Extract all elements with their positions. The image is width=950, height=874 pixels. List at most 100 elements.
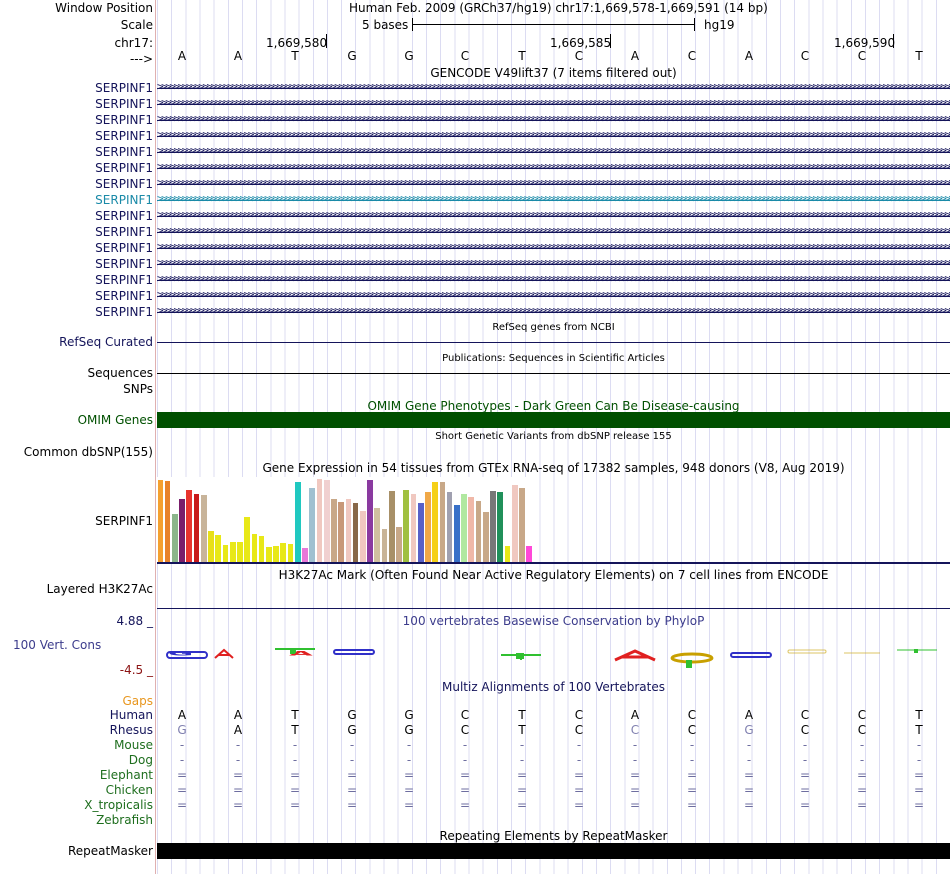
- gtex-tissue-bar[interactable]: [410, 494, 417, 562]
- gencode-gene-label[interactable]: SERPINF1: [95, 177, 153, 191]
- refseq-gene-line[interactable]: [157, 342, 950, 343]
- gtex-tissue-bar[interactable]: [388, 490, 395, 562]
- gtex-tissue-bar[interactable]: [309, 488, 316, 562]
- publications-line[interactable]: [157, 373, 950, 374]
- gencode-transcript[interactable]: >>>>>>>>>>>>>>>>>>>>>>>>>>>>>>>>>>>>>>>>…: [157, 112, 950, 125]
- gencode-transcript[interactable]: >>>>>>>>>>>>>>>>>>>>>>>>>>>>>>>>>>>>>>>>…: [157, 80, 950, 93]
- gtex-tissue-bar[interactable]: [265, 546, 272, 562]
- gtex-tissue-bar[interactable]: [215, 534, 222, 562]
- gtex-tissue-bar[interactable]: [179, 499, 185, 562]
- omim-phenotype-bar[interactable]: [157, 412, 950, 428]
- gtex-tissue-bar[interactable]: [417, 503, 424, 562]
- gtex-tissue-bar[interactable]: [251, 533, 258, 562]
- gtex-tissue-bar[interactable]: [359, 511, 366, 562]
- gtex-tissue-bar[interactable]: [258, 535, 265, 562]
- gencode-gene-label[interactable]: SERPINF1: [95, 161, 153, 175]
- repeatmasker-track-label[interactable]: RepeatMasker: [67, 844, 153, 858]
- gencode-gene-label[interactable]: SERPINF1: [95, 289, 153, 303]
- h3k27ac-track-label[interactable]: Layered H3K27Ac: [46, 582, 153, 596]
- gtex-tissue-bar[interactable]: [323, 479, 330, 562]
- gtex-gene-label[interactable]: SERPINF1: [95, 514, 153, 528]
- gtex-tissue-bar[interactable]: [468, 496, 475, 562]
- gtex-tissue-bar[interactable]: [316, 478, 323, 562]
- gtex-tissue-bar[interactable]: [519, 488, 525, 562]
- gencode-transcript[interactable]: >>>>>>>>>>>>>>>>>>>>>>>>>>>>>>>>>>>>>>>>…: [157, 96, 950, 109]
- gencode-transcript[interactable]: >>>>>>>>>>>>>>>>>>>>>>>>>>>>>>>>>>>>>>>>…: [157, 304, 950, 317]
- gtex-tissue-bar[interactable]: [432, 482, 438, 562]
- gencode-gene-label[interactable]: SERPINF1: [95, 225, 153, 239]
- gtex-tissue-bar[interactable]: [490, 491, 496, 562]
- gencode-gene-label[interactable]: SERPINF1: [95, 113, 153, 127]
- gtex-tissue-bar[interactable]: [403, 489, 410, 562]
- gencode-transcript[interactable]: >>>>>>>>>>>>>>>>>>>>>>>>>>>>>>>>>>>>>>>>…: [157, 192, 950, 205]
- gtex-tissue-bar[interactable]: [294, 482, 301, 562]
- gtex-tissue-bar[interactable]: [345, 499, 352, 562]
- gtex-tissue-bar[interactable]: [504, 545, 511, 562]
- gencode-gene-label[interactable]: SERPINF1: [95, 193, 153, 207]
- gtex-tissue-bar[interactable]: [171, 514, 178, 562]
- gtex-tissue-bar[interactable]: [331, 499, 337, 562]
- gtex-tissue-bar[interactable]: [237, 542, 243, 562]
- omim-track-label[interactable]: OMIM Genes: [77, 413, 153, 427]
- gtex-tissue-bar[interactable]: [482, 511, 489, 562]
- gtex-tissue-bar[interactable]: [164, 481, 171, 562]
- gtex-tissue-bar[interactable]: [461, 494, 467, 562]
- gencode-gene-label[interactable]: SERPINF1: [95, 81, 153, 95]
- gtex-tissue-bar[interactable]: [338, 501, 344, 562]
- phylop-track-label[interactable]: 100 Vert. Cons: [13, 638, 102, 652]
- gtex-tissue-bar[interactable]: [352, 503, 359, 562]
- gtex-tissue-bar[interactable]: [381, 528, 388, 562]
- repeatmasker-track-title: Repeating Elements by RepeatMasker: [439, 829, 668, 843]
- gtex-tissue-bar[interactable]: [157, 479, 164, 562]
- gtex-tissue-bar[interactable]: [374, 507, 381, 562]
- gtex-tissue-bar[interactable]: [229, 541, 236, 562]
- gtex-tissue-bar[interactable]: [244, 516, 250, 562]
- gtex-tissue-bar[interactable]: [425, 492, 431, 562]
- gencode-transcript[interactable]: >>>>>>>>>>>>>>>>>>>>>>>>>>>>>>>>>>>>>>>>…: [157, 224, 950, 237]
- gencode-gene-label[interactable]: SERPINF1: [95, 145, 153, 159]
- gencode-gene-label[interactable]: SERPINF1: [95, 305, 153, 319]
- gtex-tissue-bar[interactable]: [396, 527, 402, 562]
- gencode-transcript[interactable]: >>>>>>>>>>>>>>>>>>>>>>>>>>>>>>>>>>>>>>>>…: [157, 208, 950, 221]
- gtex-tissue-bar[interactable]: [273, 545, 279, 562]
- gtex-tissue-bar[interactable]: [439, 482, 446, 562]
- gencode-transcript[interactable]: >>>>>>>>>>>>>>>>>>>>>>>>>>>>>>>>>>>>>>>>…: [157, 240, 950, 253]
- gtex-tissue-bar[interactable]: [287, 544, 294, 562]
- gencode-gene-label[interactable]: SERPINF1: [95, 129, 153, 143]
- sequences-track-label[interactable]: Sequences: [87, 366, 153, 380]
- gencode-gene-label[interactable]: SERPINF1: [95, 273, 153, 287]
- gencode-transcript[interactable]: >>>>>>>>>>>>>>>>>>>>>>>>>>>>>>>>>>>>>>>>…: [157, 176, 950, 189]
- gencode-transcript[interactable]: >>>>>>>>>>>>>>>>>>>>>>>>>>>>>>>>>>>>>>>>…: [157, 128, 950, 141]
- gtex-tissue-bar[interactable]: [526, 545, 532, 562]
- alignment-base: =: [176, 768, 188, 782]
- gtex-tissue-bar[interactable]: [367, 480, 373, 562]
- gtex-tissue-bar[interactable]: [475, 500, 482, 562]
- gencode-transcript[interactable]: >>>>>>>>>>>>>>>>>>>>>>>>>>>>>>>>>>>>>>>>…: [157, 256, 950, 269]
- gencode-transcript[interactable]: >>>>>>>>>>>>>>>>>>>>>>>>>>>>>>>>>>>>>>>>…: [157, 272, 950, 285]
- gtex-tissue-bar[interactable]: [208, 531, 214, 562]
- gtex-expression-chart[interactable]: [157, 477, 533, 562]
- gtex-tissue-bar[interactable]: [193, 494, 200, 562]
- gencode-transcript[interactable]: >>>>>>>>>>>>>>>>>>>>>>>>>>>>>>>>>>>>>>>>…: [157, 160, 950, 173]
- gencode-gene-label[interactable]: SERPINF1: [95, 97, 153, 111]
- gencode-gene-label[interactable]: SERPINF1: [95, 257, 153, 271]
- gencode-transcript[interactable]: >>>>>>>>>>>>>>>>>>>>>>>>>>>>>>>>>>>>>>>>…: [157, 144, 950, 157]
- refseq-track-label[interactable]: RefSeq Curated: [59, 335, 153, 349]
- gtex-tissue-bar[interactable]: [453, 505, 460, 562]
- gtex-tissue-bar[interactable]: [186, 489, 193, 562]
- gtex-tissue-bar[interactable]: [222, 545, 229, 562]
- gtex-tissue-bar[interactable]: [280, 543, 287, 562]
- alignment-base: T: [915, 723, 923, 737]
- gtex-tissue-bar[interactable]: [497, 492, 504, 562]
- phylop-logo[interactable]: G A: [157, 640, 950, 670]
- gtex-tissue-bar[interactable]: [446, 492, 453, 562]
- gtex-tissue-bar[interactable]: [302, 547, 308, 562]
- snps-track-label[interactable]: SNPs: [123, 382, 153, 396]
- gtex-tissue-bar[interactable]: [511, 484, 518, 562]
- gencode-transcript[interactable]: >>>>>>>>>>>>>>>>>>>>>>>>>>>>>>>>>>>>>>>>…: [157, 288, 950, 301]
- repeatmasker-bar[interactable]: [157, 843, 950, 859]
- gtex-tissue-bar[interactable]: [200, 494, 207, 562]
- dbsnp-track-label[interactable]: Common dbSNP(155): [23, 445, 153, 459]
- gencode-gene-label[interactable]: SERPINF1: [95, 241, 153, 255]
- gencode-gene-label[interactable]: SERPINF1: [95, 209, 153, 223]
